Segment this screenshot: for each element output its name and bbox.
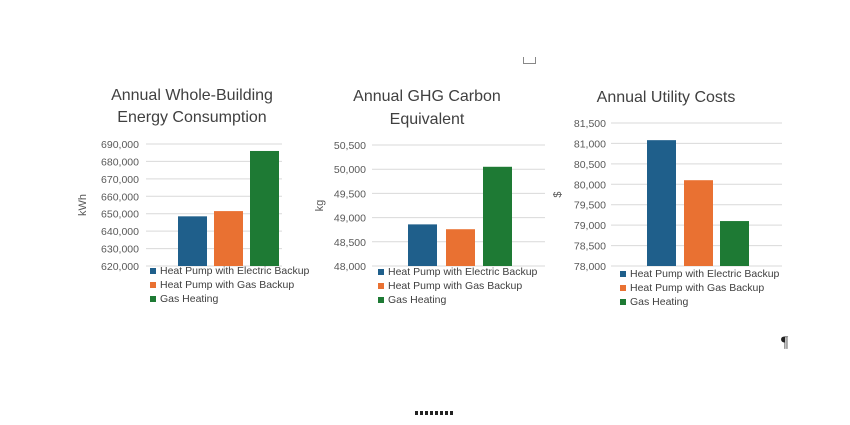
- y-tick-label: 78,000: [574, 261, 606, 273]
- y-tick-label: 670,000: [101, 174, 139, 186]
- y-axis-label: $: [552, 191, 564, 197]
- chart-1: Annual Whole-Building Energy Consumption 6…: [77, 87, 310, 305]
- chart-2: Annual GHG Carbon Equivalent 48,000 48,500 4…: [314, 88, 545, 306]
- legend-label: Heat Pump with Electric Backup: [160, 265, 310, 277]
- bar-1: [647, 140, 676, 266]
- y-tick-label: 81,000: [574, 138, 606, 150]
- text-boundary-mark: [523, 57, 536, 64]
- bar-3: [483, 166, 512, 266]
- y-tick-label: 660,000: [101, 191, 139, 203]
- y-tick-label: 49,500: [334, 188, 366, 200]
- chart-title-line: Annual Whole-Building: [111, 87, 273, 104]
- bar-1: [408, 224, 437, 266]
- chart-title-line: Energy Consumption: [117, 109, 266, 126]
- legend-label: Heat Pump with Gas Backup: [630, 282, 764, 294]
- bar-2: [684, 180, 713, 266]
- chart-3: Annual Utility Costs 78,000 78,500 79,000 79…: [552, 89, 782, 308]
- y-tick-label: 48,000: [334, 261, 366, 273]
- legend-swatch: [620, 299, 626, 305]
- bar-3: [250, 150, 279, 266]
- y-tick-label: 79,000: [574, 220, 606, 232]
- legend-label: Gas Heating: [630, 296, 689, 308]
- y-tick-label: 81,500: [574, 118, 606, 130]
- chart-title-line: Annual GHG Carbon: [353, 88, 501, 105]
- legend-label: Gas Heating: [160, 293, 219, 305]
- legend-swatch: [620, 271, 626, 277]
- y-axis-label: kWh: [77, 194, 89, 216]
- legend-swatch: [620, 285, 626, 291]
- y-tick-label: 50,000: [334, 164, 366, 176]
- y-tick-label: 48,500: [334, 237, 366, 249]
- legend-label: Heat Pump with Gas Backup: [388, 280, 522, 292]
- legend-label: Heat Pump with Gas Backup: [160, 279, 294, 291]
- legend-label: Gas Heating: [388, 294, 447, 306]
- legend-swatch: [378, 269, 384, 275]
- y-tick-label: 630,000: [101, 244, 139, 256]
- y-tick-label: 80,000: [574, 179, 606, 191]
- scribble-mark: [415, 411, 453, 415]
- y-tick-label: 78,500: [574, 241, 606, 253]
- y-tick-label: 640,000: [101, 226, 139, 238]
- y-tick-label: 50,500: [334, 140, 366, 152]
- y-tick-label: 49,000: [334, 213, 366, 225]
- bar-3: [720, 221, 749, 266]
- legend-swatch: [378, 283, 384, 289]
- bar-1: [178, 216, 207, 266]
- legend-label: Heat Pump with Electric Backup: [630, 268, 780, 280]
- chart-title-line: Annual Utility Costs: [597, 89, 736, 106]
- y-tick-label: 650,000: [101, 209, 139, 221]
- y-tick-label: 620,000: [101, 261, 139, 273]
- y-tick-label: 690,000: [101, 139, 139, 151]
- chart-title-line: Equivalent: [390, 111, 465, 128]
- legend-label: Heat Pump with Electric Backup: [388, 266, 538, 278]
- legend-swatch: [378, 297, 384, 303]
- y-tick-label: 80,500: [574, 159, 606, 171]
- y-tick-label: 680,000: [101, 156, 139, 168]
- legend-swatch: [150, 268, 156, 274]
- y-tick-label: 79,500: [574, 200, 606, 212]
- paragraph-mark: ¶: [781, 334, 789, 351]
- bar-2: [214, 211, 243, 266]
- legend-swatch: [150, 282, 156, 288]
- y-axis-label: kg: [314, 200, 326, 212]
- bar-2: [446, 229, 475, 266]
- legend-swatch: [150, 296, 156, 302]
